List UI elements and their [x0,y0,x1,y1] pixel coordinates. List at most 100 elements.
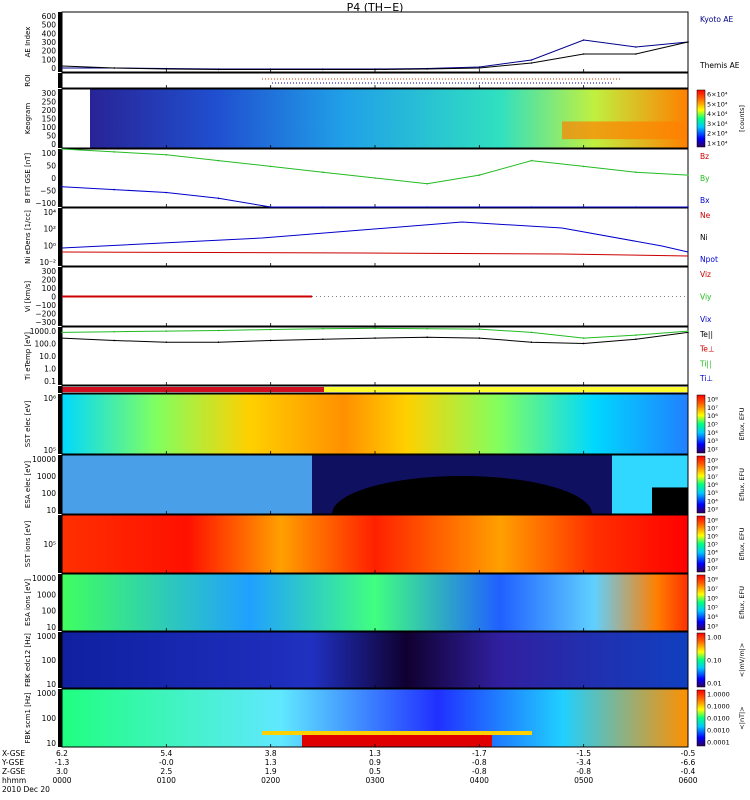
cbar-tick-sst_i-2: 10⁶ [707,533,718,541]
legend-bfield-2: Bx [700,196,710,205]
ytick-ae-2: 400 [42,29,57,38]
legend-temp-3: Ti⊥ [699,374,713,383]
date-label: 2010 Dec 20 [2,785,50,794]
cbar-tick-sst_e-0: 10⁸ [707,396,718,404]
series-point-4-12 [687,331,689,334]
esa-e-left-band [62,455,312,514]
cbar-tick-keogram-1: 5×10⁴ [707,100,728,108]
tick-strip-keogram [58,89,62,148]
ytick-ae-4: 200 [42,47,57,56]
ytick-esa_e-2: 100 [42,489,57,498]
cbar-label-sst_i: Eflux, EFU [738,527,746,560]
fbk-b-yellow-band [262,731,532,735]
tick-strip-fbk_b [58,689,62,747]
cbar-tick-keogram-0: 6×10⁴ [707,91,728,99]
series-point-1-3 [217,68,220,71]
ytick-esa_i-0: 10000 [32,574,56,583]
cbar-tick-sst_e-4: 10⁴ [707,429,718,437]
cbar-tick-fbk_b-0: 1.0000 [707,691,730,699]
density-npot-trace [61,221,689,253]
ytick-keogram-6: 0 [51,140,56,149]
series-point-5-12 [687,330,689,332]
series-point-1-7 [426,68,428,70]
series-point-4-1 [113,339,115,342]
tick-strip-velocity [58,267,62,326]
ylabel-fbk_e: FBK edc12 [Hz] [24,633,32,687]
orbit-row-label-2: Z-GSE [2,767,26,776]
orbit-value-1-3: 0.9 [369,758,381,767]
orbit-value-2-1: 2.5 [160,767,173,776]
legend-velocity-0: Viz [700,270,711,279]
series-point-3-2 [165,191,168,194]
colorbar-esa_e [696,455,706,514]
series-point-0-0 [61,67,63,69]
legend-density-1: Ni [700,233,708,242]
orbit-value-2-4: -0.8 [472,767,487,776]
legend-temp-0: Te|| [699,330,713,339]
ytick-fbk_b-0: 1000 [37,689,56,698]
series-point-3-12 [687,206,689,208]
ytick-sst_e-0: 10⁶ [43,394,56,403]
ylabel-temp: Ti eTemp [eV] [24,332,32,381]
cbar-tick-fbk_b-4: 0.0001 [707,739,730,747]
cbar-tick-fbk_b-2: 0.0100 [707,715,730,723]
ylabel-sst_i: SST ions [eV] [24,520,32,567]
cbar-tick-esa_e-0: 10⁹ [707,457,718,465]
series-point-1-8 [478,67,481,69]
legend-velocity-1: Viy [700,293,712,302]
series-point-3-8 [478,206,481,208]
series-point-2-2 [165,154,168,156]
series-point-4-3 [217,341,220,343]
orbit-value-0-1: 5.4 [160,749,173,758]
ytick-density-2: 10⁰ [43,241,56,250]
ylabel-bfield: B FIT GSE [nT] [24,153,32,204]
orbit-value-0-0: 6.2 [56,749,68,758]
legend-velocity-2: Vix [700,315,712,324]
ytick-esa_e-0: 10000 [32,455,56,464]
ytick-temp-1: 100.0 [35,340,57,349]
cbar-label-esa_e: Eflux, EFU [738,468,746,501]
cbar-tick-sst_i-0: 10⁸ [707,517,718,525]
series-point-1-12 [687,41,689,43]
series-point-5-1 [113,330,115,333]
series-point-5-8 [478,328,481,330]
cbar-tick-sst_e-5: 10³ [707,437,718,445]
cbar-tick-esa_i-2: 10⁶ [707,594,718,602]
series-point-2-5 [322,171,324,173]
series-point-1-5 [322,68,324,71]
orbit-value-3-3: 0300 [365,776,385,785]
ytick-keogram-3: 150 [42,115,57,124]
legend-ae-0: Kyoto AE [700,15,733,24]
legend-density-2: Npot [700,255,718,264]
legend-temp-1: Te⊥ [699,345,714,354]
cbar-label-esa_i: Eflux, EFU [738,586,746,619]
ytick-velocity-0: 300 [42,267,57,276]
series-point-5-5 [322,327,324,330]
ytick-density-1: 10² [43,225,56,234]
tick-strip-fbk_e [58,632,62,688]
ylabel-keogram: Keogram [24,103,32,134]
series-point-3-0 [61,185,63,188]
series-point-2-11 [635,171,637,173]
tick-strip-esa_i [58,574,62,631]
series-point-1-4 [269,68,272,71]
ylabel-roi: ROI [24,74,32,86]
series-point-5-10 [582,337,585,339]
tick-strip-sst_i [58,515,62,573]
ytick-keogram-5: 50 [46,132,56,141]
orbit-value-3-4: 0400 [469,776,489,785]
orbit-value-2-2: 1.9 [264,767,277,776]
ylabel-esa_i: ESA ions [eV] [24,579,32,626]
cbar-tick-fbk_e-1: 0.10 [707,657,721,665]
cbar-label-keogram: [counts] [738,105,746,132]
series-point-1-11 [635,53,637,55]
series-point-5-0 [61,331,63,334]
ytick-ae-1: 500 [42,21,57,30]
ytick-ae-3: 300 [42,38,57,47]
ytick-ae-6: 0 [51,64,56,73]
orbit-value-0-2: 3.8 [264,749,277,758]
panel-bg-sst_i [62,515,688,573]
orbit-value-1-0: -1.3 [54,758,70,767]
ytick-keogram-2: 200 [42,106,57,115]
